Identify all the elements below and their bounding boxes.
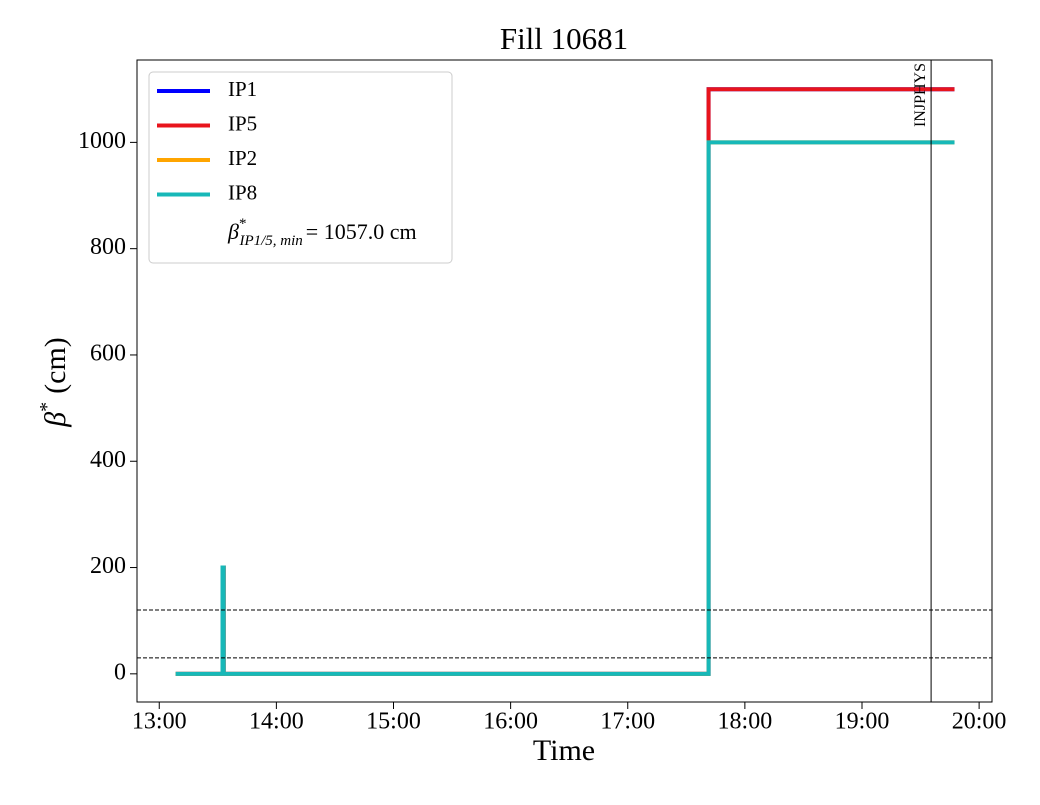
y-tick-label: 1000 <box>78 128 126 154</box>
x-tick-label: 18:00 <box>718 709 773 735</box>
chart-title: Fill 10681 <box>500 21 628 56</box>
x-tick-label: 16:00 <box>483 709 538 735</box>
legend-label: IP8 <box>228 180 257 204</box>
y-label-unit: (cm) <box>39 337 72 394</box>
x-tick-label: 20:00 <box>952 709 1007 735</box>
y-tick-label: 600 <box>90 340 126 366</box>
legend-label: IP1 <box>228 77 257 101</box>
x-tick-label: 17:00 <box>600 709 655 735</box>
y-tick-label: 0 <box>114 659 126 685</box>
x-tick-label: 19:00 <box>835 709 890 735</box>
note-text: = 1057.0 cm <box>306 219 417 244</box>
legend-note: β* IP1/5, min = 1057.0 cm <box>227 216 417 249</box>
x-tick-label: 13:00 <box>132 709 187 735</box>
x-tick-label: 15:00 <box>366 709 421 735</box>
plot-frame <box>136 59 993 703</box>
y-label-sup: * <box>36 402 58 412</box>
legend-label: IP5 <box>228 111 257 135</box>
series-line <box>175 140 955 676</box>
y-tick-label: 200 <box>90 553 126 579</box>
note-sub: IP1/5, min <box>238 233 302 249</box>
x-tick-label: 14:00 <box>249 709 304 735</box>
x-axis-label: Time <box>533 734 595 767</box>
note-symbol: β <box>227 219 239 244</box>
y-axis-label: β* (cm) <box>36 337 72 428</box>
y-tick-label: 800 <box>90 234 126 260</box>
vline-label: INJPHYS <box>912 63 929 127</box>
legend-label: IP2 <box>228 146 257 170</box>
legend: IP1 IP5 IP2 IP8 β* IP1/5, min = 1057.0 cm <box>148 71 453 264</box>
legend-box <box>148 71 453 264</box>
y-label-symbol: β <box>39 412 72 428</box>
y-tick-label: 400 <box>90 447 126 473</box>
note-sup: * <box>239 216 247 232</box>
